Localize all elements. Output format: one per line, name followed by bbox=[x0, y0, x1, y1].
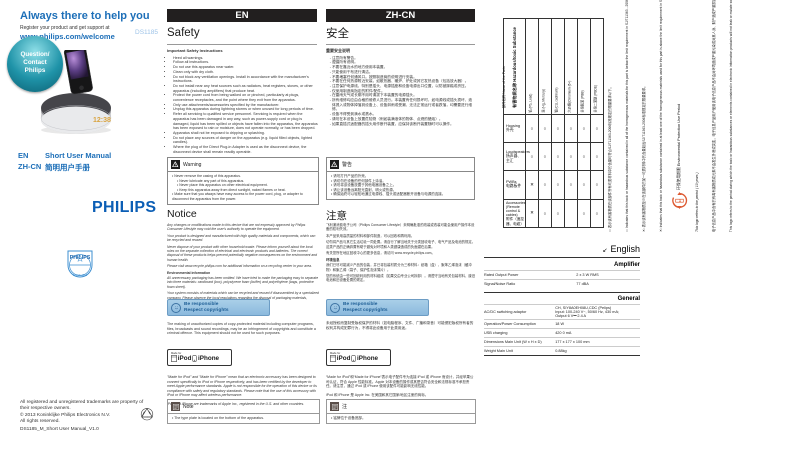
svg-text:SINCE 1891: SINCE 1891 bbox=[73, 273, 88, 277]
svg-text:12:38: 12:38 bbox=[93, 117, 111, 124]
svg-text:10: 10 bbox=[678, 199, 682, 203]
